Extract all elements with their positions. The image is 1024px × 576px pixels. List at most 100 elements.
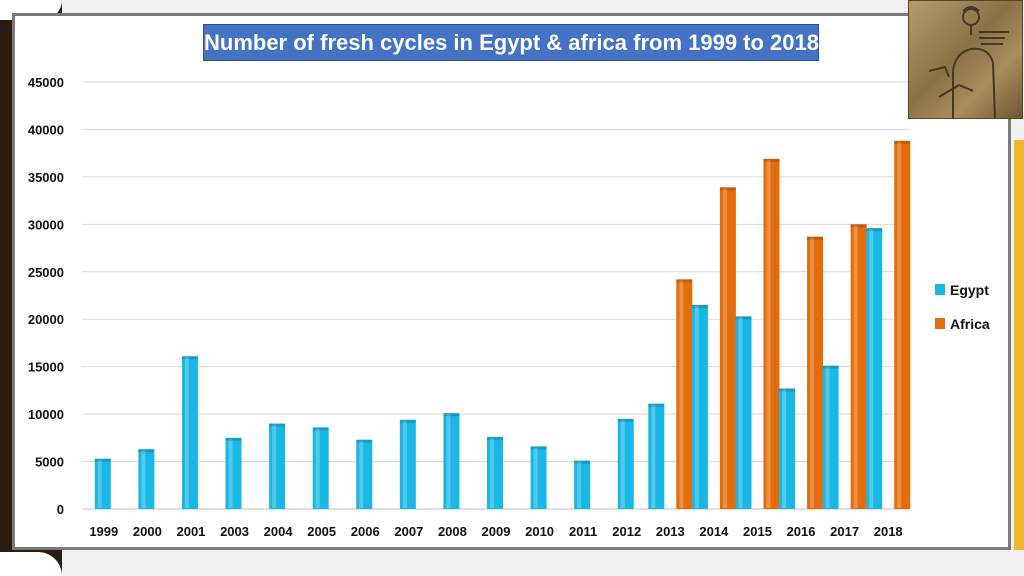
y-tick-label: 25000 (28, 265, 64, 280)
x-tick-label: 2011 (569, 524, 597, 539)
bar-egypt-2006 (356, 439, 373, 509)
bar-cap (399, 419, 416, 423)
bar-cap (894, 140, 911, 144)
bar-highlight (402, 420, 407, 508)
bar-egypt-1999 (94, 458, 111, 509)
bar-highlight (533, 447, 538, 508)
bar-cap (691, 304, 708, 308)
x-tick-label: 2009 (482, 524, 511, 539)
bar-egypt-2000 (138, 449, 155, 509)
bar-cap (676, 279, 693, 283)
bar-highlight (694, 305, 699, 508)
bar-highlight (184, 357, 189, 508)
legend-label-africa: Africa (950, 316, 990, 332)
slide-frame (12, 13, 1011, 550)
bar-cap (181, 356, 198, 360)
bar-africa-2015 (763, 158, 780, 510)
legend-swatch-africa (935, 318, 945, 329)
x-tick-label: 2015 (743, 524, 772, 539)
chart-y-ticks: 0 5000 10000 15000 20000 25000 30000 35000 40000… (28, 75, 64, 517)
bar-egypt-2011 (574, 460, 591, 509)
bar-cap (530, 446, 547, 450)
bar-egypt-2008 (443, 413, 460, 509)
x-tick-label: 2001 (176, 524, 205, 539)
x-tick-label: 2005 (307, 524, 336, 539)
bar-africa-2017 (850, 224, 867, 510)
legend-swatch-egypt (935, 284, 945, 295)
legend-label-egypt: Egypt (950, 282, 989, 298)
right-accent-strip (1014, 140, 1024, 550)
x-tick-label: 2010 (525, 524, 554, 539)
chart-title: Number of fresh cycles in Egypt & africa… (203, 24, 819, 61)
bar-cap (850, 224, 867, 228)
bar-highlight (722, 188, 727, 508)
pharaonic-relief-logo-icon (908, 0, 1023, 119)
bar-highlight (315, 428, 320, 508)
bar-highlight (141, 450, 146, 508)
y-tick-label: 20000 (28, 312, 64, 327)
bar-cap (807, 236, 824, 240)
x-tick-label: 2013 (656, 524, 685, 539)
x-tick-label: 2018 (874, 524, 903, 539)
y-tick-label: 30000 (28, 217, 64, 232)
bar-egypt-2013 (648, 403, 665, 509)
bar-highlight (738, 317, 743, 508)
bar-cap (574, 460, 591, 464)
x-tick-label: 2000 (133, 524, 162, 539)
bar-egypt-2018 (866, 228, 883, 509)
bar-highlight (490, 437, 494, 508)
bar-cap (719, 187, 736, 191)
bar-africa-2014 (719, 187, 736, 509)
bar-highlight (577, 461, 582, 508)
bar-cap (648, 403, 665, 407)
x-tick-label: 2003 (220, 524, 249, 539)
bar-cap (312, 427, 329, 431)
bar-cap (356, 439, 373, 443)
bar-highlight (651, 404, 656, 508)
bar-africa-2016 (807, 236, 824, 509)
bar-egypt-2012 (617, 418, 634, 509)
bar-egypt-2003 (225, 437, 242, 509)
x-tick-label: 2008 (438, 524, 467, 539)
bar-highlight (679, 280, 684, 508)
y-tick-label: 5000 (35, 455, 64, 470)
bar-highlight (97, 459, 102, 508)
bar-cap (138, 449, 155, 453)
bar-highlight (853, 225, 858, 509)
bar-cap (225, 437, 242, 441)
bar-cap (822, 365, 839, 369)
chart-legend: Egypt Africa (935, 282, 990, 332)
bar-africa-2013 (676, 279, 693, 509)
y-tick-label: 35000 (28, 170, 64, 185)
bar-highlight (446, 414, 451, 508)
bar-highlight (228, 438, 233, 508)
y-tick-label: 15000 (28, 360, 64, 375)
y-tick-label: 45000 (28, 75, 64, 90)
x-tick-label: 2007 (394, 524, 423, 539)
x-tick-label: 2012 (612, 524, 641, 539)
bar-egypt-2014 (691, 304, 708, 509)
bar-egypt-2004 (269, 423, 286, 509)
bar-cap (269, 423, 286, 427)
bar-highlight (766, 159, 771, 509)
bar-egypt-2009 (487, 436, 503, 509)
bar-egypt-2005 (312, 427, 329, 509)
bar-egypt-2016 (779, 388, 796, 509)
y-tick-label: 10000 (28, 407, 64, 422)
y-tick-label: 0 (57, 502, 64, 517)
x-tick-label: 1999 (89, 524, 118, 539)
left-strip-notch-bottom (0, 552, 62, 576)
bar-cap (779, 388, 796, 392)
x-tick-label: 2017 (830, 524, 859, 539)
bar-highlight (359, 440, 364, 508)
bar-cap (617, 418, 634, 422)
bar-highlight (869, 229, 874, 508)
chart-x-ticks: 1999 2000 2001 2003 2004 2005 2006 2007 2008 2009… (89, 524, 902, 539)
x-tick-label: 2014 (699, 524, 729, 539)
bar-highlight (897, 141, 902, 508)
bar-cap (866, 228, 883, 232)
x-tick-label: 2006 (351, 524, 380, 539)
bar-egypt-2007 (399, 419, 416, 509)
bar-highlight (272, 424, 277, 508)
